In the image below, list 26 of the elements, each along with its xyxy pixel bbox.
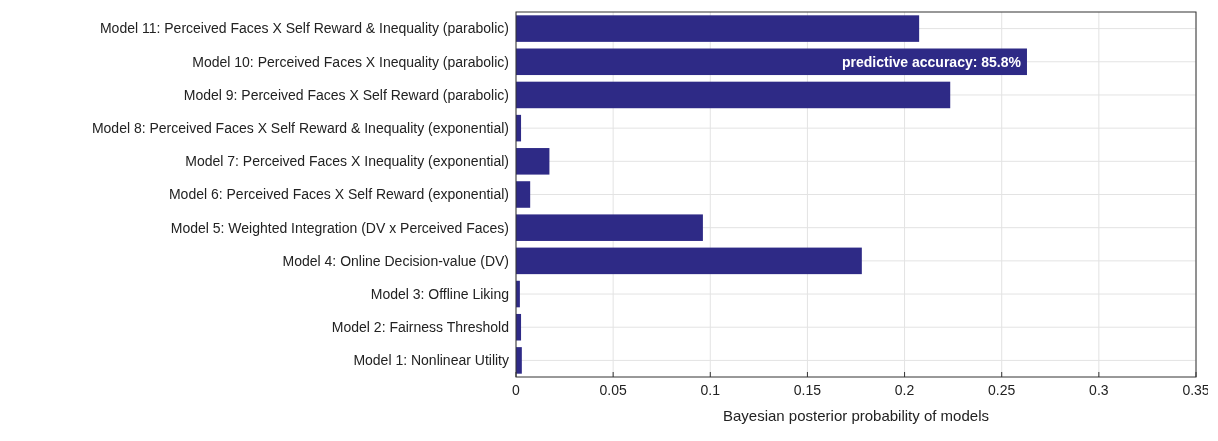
bar [516, 81, 951, 109]
x-tick-label: 0.05 [599, 382, 627, 398]
y-tick-label: Model 3: Offline Liking [370, 285, 509, 302]
y-tick-label: Model 2: Fairness Threshold [331, 319, 509, 336]
bar [516, 181, 531, 208]
bar [516, 15, 920, 42]
y-tick-label: Model 11: Perceived Faces X Self Reward & Inequality (parabolic) [99, 20, 509, 37]
y-tick-label: Model 4: Online Decision-value (DV) [282, 252, 509, 269]
y-tick-label: Model 10: Perceived Faces X Inequality (parabolic) [192, 53, 509, 70]
x-tick-label: 0.25 [988, 382, 1016, 398]
x-tick-label: 0.1 [700, 382, 721, 398]
x-tick-label: 0.3 [1089, 382, 1109, 398]
y-tick-label: Model 5: Weighted Integration (DV x Perceived Faces) [170, 219, 509, 236]
bar [516, 214, 703, 241]
y-tick-label: Model 8: Perceived Faces X Self Reward & Inequality (exponential) [91, 120, 509, 137]
x-tick-label: 0.15 [793, 382, 822, 398]
y-tick-label: Model 9: Perceived Faces X Self Reward (parabolic) [183, 86, 509, 103]
bar [516, 148, 550, 175]
x-tick-label: 0.2 [894, 382, 915, 398]
y-tick-label: Model 1: Nonlinear Utility [353, 352, 509, 369]
y-tick-label: Model 7: Perceived Faces X Inequality (exponential) [185, 153, 509, 170]
bar [516, 247, 862, 275]
y-tick-label: Model 6: Perceived Faces X Self Reward (exponential) [168, 186, 509, 203]
annotation: predictive accuracy: 85.8% [841, 53, 1022, 70]
x-tick-label: 0 [512, 382, 521, 398]
x-axis-title: Bayesian posterior probability of models [723, 407, 989, 424]
